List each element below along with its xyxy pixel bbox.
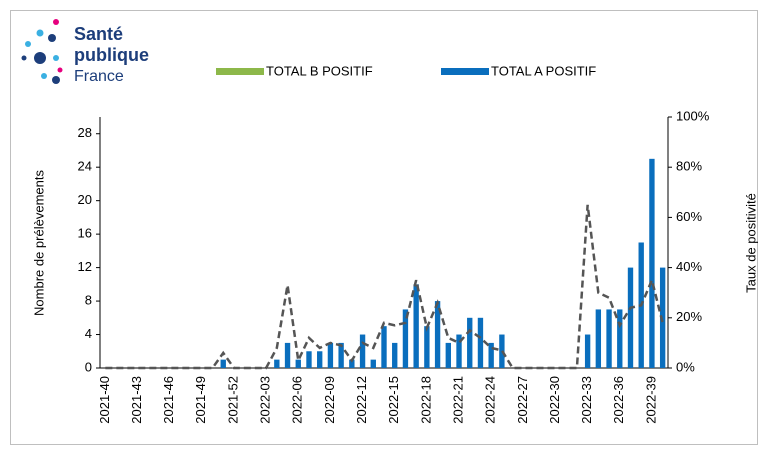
x-tick-label: 2022-21	[450, 376, 465, 424]
x-tick-label: 2022-36	[611, 376, 626, 424]
x-tick-label: 2022-24	[483, 376, 498, 424]
bar	[381, 326, 387, 368]
bar	[617, 309, 623, 368]
bar	[424, 326, 430, 368]
x-tick-label: 2022-33	[579, 376, 594, 424]
logo-text: Santé	[74, 24, 123, 44]
bar	[606, 309, 612, 368]
bar	[595, 309, 602, 368]
x-tick-label: 2022-06	[290, 376, 305, 424]
y2-tick-label: 40%	[676, 259, 702, 274]
x-tick-label: 2022-39	[643, 376, 658, 424]
bar	[627, 267, 634, 368]
logo-text: France	[74, 68, 124, 85]
logo-dots	[21, 19, 63, 84]
x-tick-label: 2021-49	[193, 376, 208, 424]
y-tick-label: 28	[78, 125, 92, 140]
bar	[477, 317, 484, 368]
bar	[359, 334, 366, 368]
bar	[402, 309, 409, 368]
bar	[649, 158, 655, 368]
bar	[467, 317, 473, 368]
bar	[284, 342, 291, 368]
x-tick-label: 2022-27	[515, 376, 530, 424]
y2-tick-label: 20%	[676, 309, 702, 324]
bar	[445, 342, 451, 368]
y-axis-title: Nombre de prélèvements	[31, 170, 46, 316]
legend-swatch	[216, 68, 264, 75]
bar	[349, 359, 355, 368]
x-tick-label: 2021-40	[97, 376, 112, 424]
bar	[488, 342, 494, 368]
frame	[10, 10, 758, 445]
y2-tick-label: 60%	[676, 209, 702, 224]
y2-tick-label: 100%	[676, 108, 710, 123]
legend-label: TOTAL B POSITIF	[266, 63, 373, 78]
bar	[370, 359, 376, 368]
bar	[584, 334, 591, 368]
y-tick-label: 0	[85, 359, 92, 374]
x-tick-label: 2022-09	[322, 376, 337, 424]
bar	[327, 342, 334, 368]
bar	[306, 351, 312, 368]
y-tick-label: 16	[78, 226, 92, 241]
legend-swatch	[441, 68, 489, 75]
bar	[413, 284, 419, 368]
x-tick-label: 2022-03	[258, 376, 273, 424]
bar	[220, 359, 226, 368]
bar	[295, 359, 301, 368]
x-tick-label: 2021-46	[161, 376, 176, 424]
bar	[274, 359, 280, 368]
bar	[338, 342, 344, 368]
logo-text: publique	[74, 45, 149, 65]
y-tick-label: 12	[78, 259, 92, 274]
y-tick-label: 20	[78, 192, 92, 207]
x-tick-label: 2022-18	[418, 376, 433, 424]
legend-label: TOTAL A POSITIF	[491, 63, 596, 78]
x-tick-label: 2021-52	[225, 376, 240, 424]
bar	[392, 342, 398, 368]
y-tick-label: 24	[78, 159, 92, 174]
x-tick-label: 2021-43	[129, 376, 144, 424]
bar	[317, 351, 323, 368]
y-tick-label: 4	[85, 326, 92, 341]
x-tick-label: 2022-15	[386, 376, 401, 424]
y2-tick-label: 80%	[676, 159, 702, 174]
bar	[434, 301, 441, 368]
bar	[456, 334, 462, 368]
y2-axis-title: Taux de positivité	[743, 193, 758, 293]
y-tick-label: 8	[85, 293, 92, 308]
x-tick-label: 2022-30	[547, 376, 562, 424]
positivity-line	[105, 204, 664, 370]
y2-tick-label: 0%	[676, 359, 695, 374]
x-tick-label: 2022-12	[354, 376, 369, 424]
